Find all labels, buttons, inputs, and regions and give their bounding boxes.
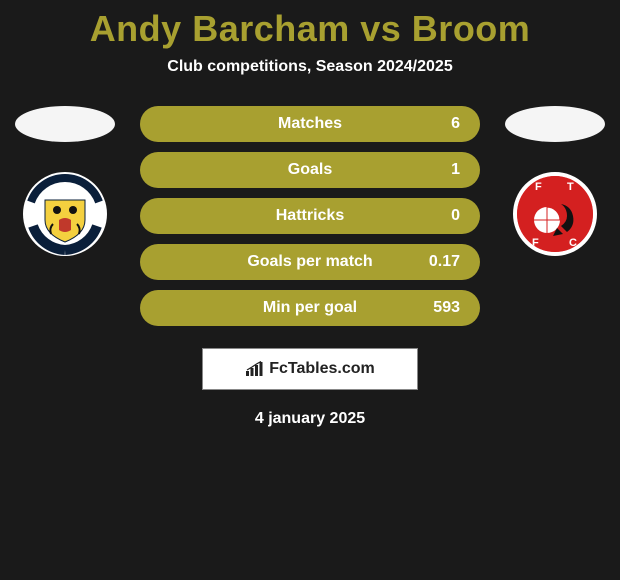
- stat-label: Hattricks: [276, 207, 344, 225]
- svg-text:F: F: [535, 181, 542, 193]
- date-line: 4 january 2025: [0, 410, 620, 428]
- left-player-col: AFC: [10, 106, 120, 256]
- attribution-badge[interactable]: FcTables.com: [202, 348, 418, 390]
- stat-label: Goals: [288, 161, 332, 179]
- attribution-text: FcTables.com: [269, 360, 375, 378]
- stat-row-goals: Goals 1: [140, 152, 480, 188]
- right-player-col: F T F C: [500, 106, 610, 256]
- svg-text:AFC: AFC: [58, 184, 72, 191]
- stat-value: 593: [433, 299, 460, 317]
- subtitle: Club competitions, Season 2024/2025: [0, 58, 620, 76]
- stat-row-matches: Matches 6: [140, 106, 480, 142]
- stat-value: 0: [451, 207, 460, 225]
- stat-row-goals-per-match: Goals per match 0.17: [140, 244, 480, 280]
- bar-chart-icon: [245, 361, 265, 377]
- stat-label: Matches: [278, 115, 342, 133]
- svg-text:C: C: [569, 237, 577, 249]
- page-title: Andy Barcham vs Broom: [0, 8, 620, 50]
- left-club-logo: AFC: [23, 172, 107, 256]
- stat-label: Min per goal: [263, 299, 357, 317]
- stat-value: 6: [451, 115, 460, 133]
- main-row: AFC Matches 6 Goals 1: [0, 106, 620, 326]
- right-player-photo-placeholder: [505, 106, 605, 142]
- stat-row-hattricks: Hattricks 0: [140, 198, 480, 234]
- comparison-card: Andy Barcham vs Broom Club competitions,…: [0, 0, 620, 428]
- wimbledon-crest-icon: AFC: [23, 172, 107, 256]
- stat-value: 0.17: [429, 253, 460, 271]
- stat-row-min-per-goal: Min per goal 593: [140, 290, 480, 326]
- fleetwood-crest-icon: F T F C: [517, 176, 593, 252]
- stats-column: Matches 6 Goals 1 Hattricks 0 Goals per …: [140, 106, 480, 326]
- svg-text:T: T: [567, 181, 574, 193]
- right-club-logo: F T F C: [513, 172, 597, 256]
- left-player-photo-placeholder: [15, 106, 115, 142]
- stat-label: Goals per match: [247, 253, 372, 271]
- svg-text:F: F: [532, 237, 539, 249]
- stat-value: 1: [451, 161, 460, 179]
